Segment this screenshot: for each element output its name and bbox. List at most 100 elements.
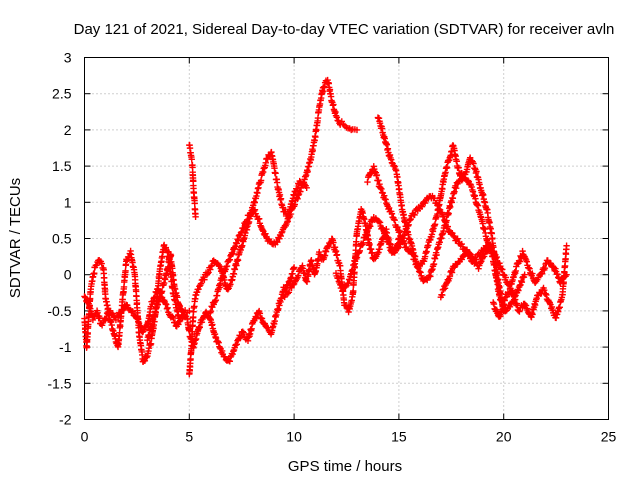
x-tick-label: 20 <box>496 429 512 445</box>
data-point <box>421 199 429 207</box>
data-point <box>221 353 229 361</box>
data-point <box>147 340 155 348</box>
chart-title: Day 121 of 2021, Sidereal Day-to-day VTE… <box>74 21 615 38</box>
data-point <box>433 251 440 259</box>
plot-frame <box>84 57 609 420</box>
data-point <box>257 177 265 184</box>
data-point <box>227 281 234 288</box>
data-points <box>81 76 570 378</box>
data-point <box>516 258 523 265</box>
data-point <box>284 290 292 297</box>
y-tick-label: -1 <box>59 339 72 355</box>
y-tick-label: -2 <box>59 412 72 428</box>
data-point <box>353 238 360 246</box>
data-point <box>308 257 315 264</box>
x-tick-label: 5 <box>185 429 193 445</box>
data-point <box>431 194 438 202</box>
data-point <box>458 240 465 248</box>
data-point <box>305 273 312 280</box>
y-tick-label: 2.5 <box>52 86 72 102</box>
data-point <box>129 308 136 315</box>
data-point <box>314 114 322 122</box>
data-point <box>186 327 193 334</box>
data-point <box>473 168 480 175</box>
data-point <box>561 269 568 276</box>
data-point <box>411 211 418 219</box>
series-track-7 <box>280 206 403 316</box>
data-point <box>141 357 149 365</box>
y-tick-label: 0 <box>64 267 72 283</box>
data-point <box>103 314 110 322</box>
data-point <box>170 314 177 322</box>
data-point <box>375 177 382 184</box>
y-tick-label: -1.5 <box>47 375 71 391</box>
data-point <box>394 245 402 252</box>
data-point <box>158 288 166 295</box>
data-point <box>303 278 311 285</box>
data-point <box>290 264 298 271</box>
data-point <box>145 333 153 340</box>
data-point <box>169 313 176 320</box>
data-point <box>275 305 282 313</box>
data-point <box>368 249 376 256</box>
data-point <box>458 256 465 263</box>
data-point <box>201 276 208 283</box>
data-point <box>272 169 279 177</box>
data-point <box>460 171 468 178</box>
data-point <box>303 184 310 192</box>
data-point <box>547 260 555 267</box>
data-point <box>89 316 97 324</box>
data-point <box>224 286 232 293</box>
data-point <box>175 314 183 322</box>
data-point <box>321 83 328 90</box>
y-tick-label: 1 <box>64 194 72 210</box>
data-point <box>188 156 195 163</box>
x-tick-label: 25 <box>601 429 617 445</box>
data-point <box>186 307 193 315</box>
data-point <box>295 272 302 279</box>
y-tick-label: 1.5 <box>52 158 72 174</box>
data-point <box>521 271 528 278</box>
data-point <box>339 288 346 295</box>
data-point <box>350 287 357 295</box>
y-tick-label: 2 <box>64 122 72 138</box>
x-tick-label: 15 <box>391 429 407 445</box>
data-point <box>418 203 426 210</box>
data-point <box>91 270 98 277</box>
data-point <box>285 289 293 296</box>
data-point <box>167 252 175 259</box>
series-track-4 <box>186 148 310 378</box>
axis-ticks: 0 5 10 15 20 25 -2 -1.5 -1 -0.5 0 0.5 1 1.5 2 2.5 3 <box>47 50 616 445</box>
data-point <box>430 260 438 268</box>
data-point <box>96 314 103 322</box>
series-track-3 <box>144 251 298 365</box>
data-point <box>143 354 150 361</box>
grid-lines <box>84 57 609 420</box>
data-point <box>456 177 463 184</box>
data-point <box>85 310 93 318</box>
data-point <box>207 266 214 273</box>
data-point <box>82 294 89 301</box>
series-track-12 <box>490 242 570 322</box>
data-point <box>557 279 564 287</box>
data-point <box>274 238 281 246</box>
data-point <box>219 275 226 282</box>
series-track-5 <box>186 141 199 220</box>
data-point <box>373 171 381 179</box>
data-point <box>240 329 247 337</box>
y-tick-label: -0.5 <box>47 303 71 319</box>
data-point <box>333 251 341 258</box>
data-point <box>443 217 450 224</box>
y-axis-label: SDTVAR / TECUs <box>7 178 24 298</box>
data-point <box>470 160 477 167</box>
data-point <box>320 84 327 91</box>
data-point <box>516 308 523 315</box>
data-point <box>312 133 319 141</box>
y-tick-label: 3 <box>64 50 72 66</box>
data-point <box>239 328 246 335</box>
data-point <box>192 213 199 220</box>
series-track-11 <box>437 242 570 301</box>
data-point <box>234 257 242 264</box>
x-tick-label: 10 <box>286 429 302 445</box>
series-track-6 <box>207 76 361 316</box>
